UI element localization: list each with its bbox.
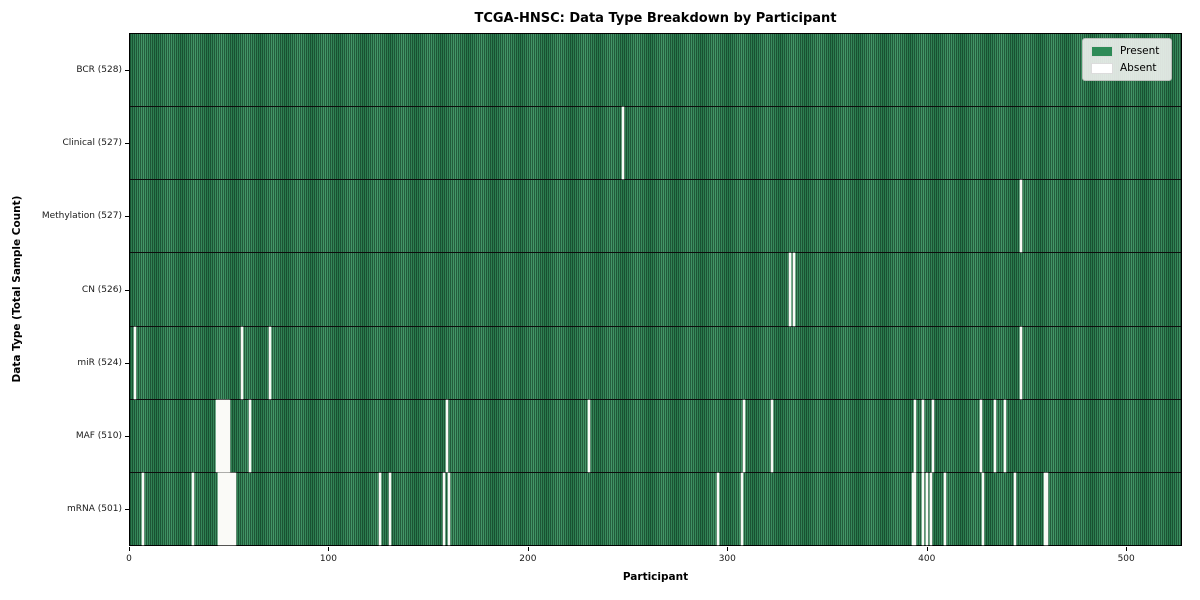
absent-marker: [926, 472, 929, 545]
absent-marker: [587, 399, 590, 472]
absent-marker: [229, 472, 232, 545]
row-label-mir: miR (524): [77, 357, 122, 368]
absent-marker: [922, 472, 925, 545]
absent-marker: [717, 472, 720, 545]
row-label-maf: MAF (510): [75, 431, 122, 442]
absent-marker: [741, 472, 744, 545]
legend-item-present: Present: [1091, 45, 1163, 57]
absent-marker: [223, 399, 226, 472]
absent-marker: [221, 472, 224, 545]
x-tick: [926, 547, 928, 551]
x-tick: [129, 547, 130, 551]
x-tick: [1126, 547, 1128, 551]
absent-marker: [770, 399, 773, 472]
absent-marker: [944, 472, 947, 545]
absent-marker: [233, 472, 236, 545]
y-tick: [125, 142, 129, 144]
legend-present-label: Present: [1120, 45, 1160, 57]
row-label-clinical: Clinical (527): [62, 137, 122, 148]
absent-marker: [792, 253, 795, 326]
absent-marker: [1019, 180, 1022, 253]
row-cn: [130, 253, 1181, 327]
absent-marker: [442, 472, 445, 545]
y-tick: [125, 509, 129, 511]
absent-marker: [217, 399, 220, 472]
absent-marker: [448, 472, 451, 545]
absent-marker: [231, 472, 234, 545]
absent-marker: [914, 399, 917, 472]
absent-marker: [1045, 472, 1048, 545]
absent-marker: [1013, 472, 1016, 545]
plot-area: [129, 33, 1182, 546]
y-tick: [125, 436, 129, 438]
x-tick-label: 500: [1117, 554, 1135, 564]
absent-marker: [227, 472, 230, 545]
x-axis-label: Participant: [622, 571, 689, 583]
absent-marker: [223, 472, 226, 545]
x-tick-label: 300: [718, 554, 736, 564]
absent-marker: [141, 472, 144, 545]
x-tick: [328, 547, 330, 551]
x-tick-label: 400: [918, 554, 936, 564]
absent-marker: [930, 472, 933, 545]
absent-marker: [1043, 472, 1046, 545]
absent-marker: [621, 107, 624, 180]
absent-marker: [743, 399, 746, 472]
x-tick-label: 0: [126, 554, 132, 564]
y-tick: [125, 289, 129, 291]
absent-marker: [219, 472, 222, 545]
absent-marker: [225, 399, 228, 472]
absent-marker: [249, 399, 252, 472]
absent-marker: [191, 472, 194, 545]
legend: Present Absent: [1082, 38, 1172, 81]
absent-marker: [241, 326, 244, 399]
row-maf: [130, 399, 1181, 473]
absent-marker: [219, 399, 222, 472]
absent-marker: [388, 472, 391, 545]
row-label-methylation: Methylation (527): [41, 211, 122, 222]
absent-marker: [225, 472, 228, 545]
row-label-bcr: BCR (528): [76, 64, 122, 75]
absent-marker: [446, 399, 449, 472]
absent-marker: [217, 472, 220, 545]
row-label-cn: CN (526): [81, 284, 122, 295]
absent-marker: [1003, 399, 1006, 472]
x-tick: [527, 547, 529, 551]
legend-absent-swatch: [1091, 62, 1113, 74]
legend-item-absent: Absent: [1091, 62, 1163, 74]
absent-marker: [979, 399, 982, 472]
absent-marker: [133, 326, 136, 399]
chart-title: TCGA-HNSC: Data Type Breakdown by Partic…: [474, 11, 837, 26]
absent-marker: [981, 472, 984, 545]
x-tick-label: 100: [319, 554, 338, 564]
absent-marker: [269, 326, 272, 399]
absent-marker: [1019, 326, 1022, 399]
absent-marker: [922, 399, 925, 472]
y-tick: [125, 216, 129, 218]
absent-marker: [378, 472, 381, 545]
row-bcr: [130, 34, 1181, 108]
row-mrna: [130, 472, 1181, 545]
legend-present-swatch: [1091, 45, 1113, 57]
y-tick: [125, 362, 129, 364]
y-axis-label: Data Type (Total Sample Count): [11, 195, 23, 383]
x-tick-label: 200: [519, 554, 537, 564]
row-mir: [130, 326, 1181, 400]
legend-absent-label: Absent: [1120, 62, 1157, 74]
absent-marker: [788, 253, 791, 326]
absent-marker: [914, 472, 917, 545]
absent-marker: [215, 399, 218, 472]
row-clinical: [130, 107, 1181, 181]
absent-marker: [221, 399, 224, 472]
row-label-mrna: mRNA (501): [67, 504, 122, 515]
absent-marker: [912, 472, 915, 545]
absent-marker: [227, 399, 230, 472]
absent-marker: [993, 399, 996, 472]
y-tick: [125, 69, 129, 71]
absent-marker: [932, 399, 935, 472]
x-tick: [727, 547, 729, 551]
row-methylation: [130, 180, 1181, 254]
